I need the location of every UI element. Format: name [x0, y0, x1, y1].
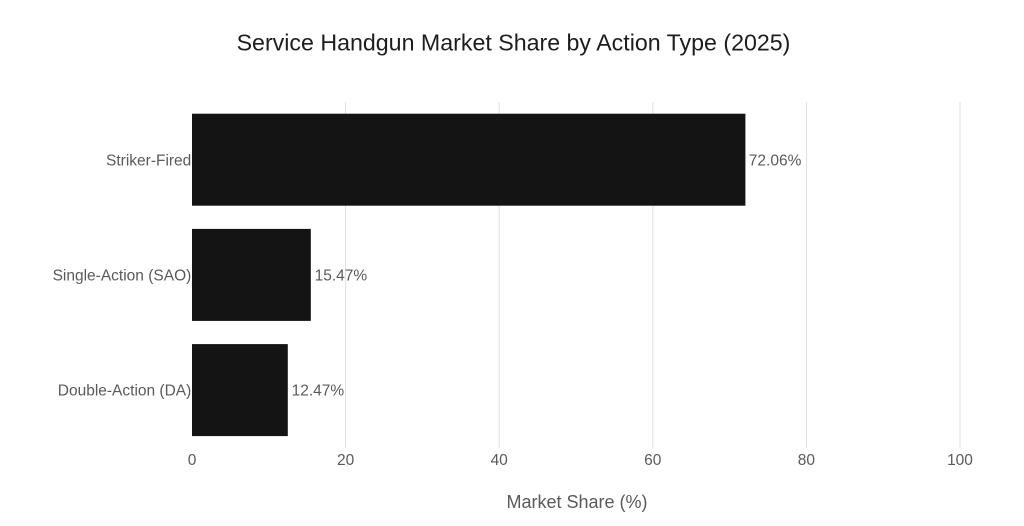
svg-text:Striker-Fired: Striker-Fired	[106, 152, 191, 169]
svg-text:15.47%: 15.47%	[315, 268, 368, 285]
svg-text:Service Handgun Market Share b: Service Handgun Market Share by Action T…	[237, 30, 791, 56]
svg-text:0: 0	[188, 452, 197, 469]
svg-text:72.06%: 72.06%	[749, 152, 802, 169]
svg-text:60: 60	[644, 452, 662, 469]
svg-text:Single-Action (SAO): Single-Action (SAO)	[53, 268, 192, 285]
svg-text:100: 100	[947, 452, 973, 469]
svg-text:Market Share (%): Market Share (%)	[506, 492, 647, 512]
svg-text:20: 20	[337, 452, 355, 469]
svg-text:80: 80	[798, 452, 816, 469]
svg-text:12.47%: 12.47%	[292, 383, 345, 400]
svg-text:Double-Action (DA): Double-Action (DA)	[58, 383, 192, 400]
svg-text:40: 40	[491, 452, 509, 469]
